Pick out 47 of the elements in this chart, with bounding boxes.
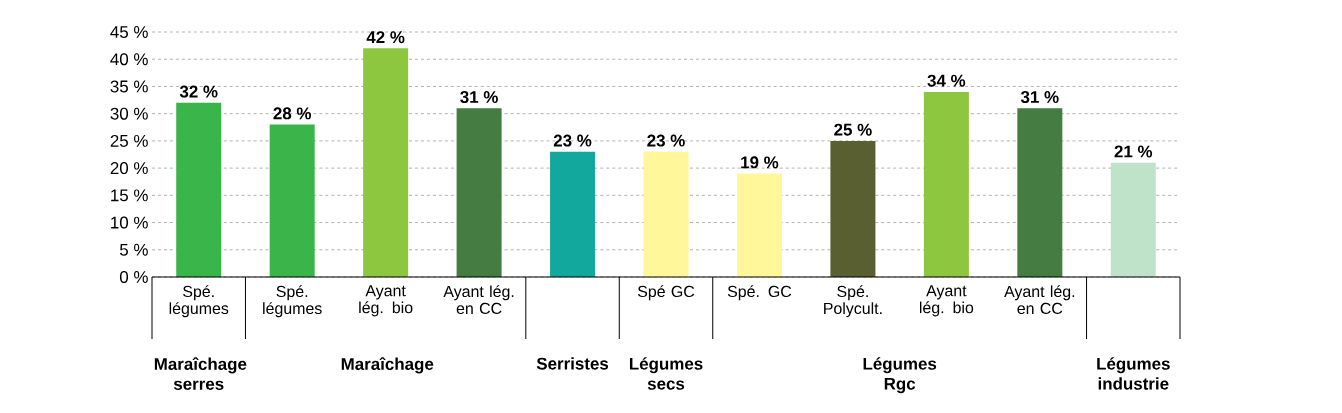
text: Légumes industrie <box>1097 357 1170 390</box>
y-tick-label: 0 % <box>119 271 148 283</box>
x-tick-label: Ayant lég. bio <box>359 285 413 317</box>
y-tick-label: 5 % <box>119 243 148 256</box>
data-label: 28 % <box>273 107 312 120</box>
bar <box>923 91 969 277</box>
bar <box>269 124 315 277</box>
y-tick-label: 20 % <box>110 162 148 175</box>
bar <box>830 140 876 277</box>
x-tick-label: Spé. légumes <box>169 285 229 318</box>
bar <box>1110 162 1156 277</box>
data-label: 31 % <box>1020 91 1059 104</box>
data-label: 19 % <box>741 156 779 169</box>
x-tick-label: Ayant lég. en CC <box>443 285 514 315</box>
text: Légumes Rgc <box>863 357 937 394</box>
x-tick-label: Spé. légumes <box>263 285 322 318</box>
y-tick-label: 15 % <box>111 189 148 202</box>
x-tick-label: Spé. Polycult. <box>824 285 882 318</box>
x-tick-label: Spé. GC <box>727 285 792 301</box>
y-tick-label: 30 % <box>110 107 148 120</box>
data-label: 21 % <box>1114 145 1153 158</box>
x-tick-label: Spé GC <box>637 285 695 301</box>
data-label: 23 % <box>647 134 685 147</box>
text: Maraîchage serres <box>154 357 247 390</box>
data-label: 23 % <box>553 134 592 147</box>
data-label: 34 % <box>927 74 966 87</box>
y-tick-label: 40 % <box>110 53 148 66</box>
data-label: 32 % <box>179 85 218 98</box>
text: Légumes secs <box>629 357 703 390</box>
bar <box>736 173 782 277</box>
bar <box>643 151 689 277</box>
bar <box>456 108 502 277</box>
text: Serristes <box>536 357 609 370</box>
y-tick-label: 25 % <box>110 134 148 147</box>
y-tick-label: 45 % <box>110 26 148 38</box>
data-label: 25 % <box>834 123 872 136</box>
bar <box>363 48 409 277</box>
y-tick-label: 10 % <box>111 216 148 229</box>
text: Maraîchage <box>341 357 434 374</box>
y-tick-label: 35 % <box>110 80 148 93</box>
bar <box>176 102 222 277</box>
data-label: 31 % <box>460 91 498 104</box>
x-tick-label: Ayant lég. bio <box>919 285 974 317</box>
x-tick-label: Ayant lég. en CC <box>1004 285 1075 315</box>
bar <box>1017 108 1063 277</box>
bar <box>550 151 596 277</box>
data-label: 42 % <box>366 31 405 44</box>
